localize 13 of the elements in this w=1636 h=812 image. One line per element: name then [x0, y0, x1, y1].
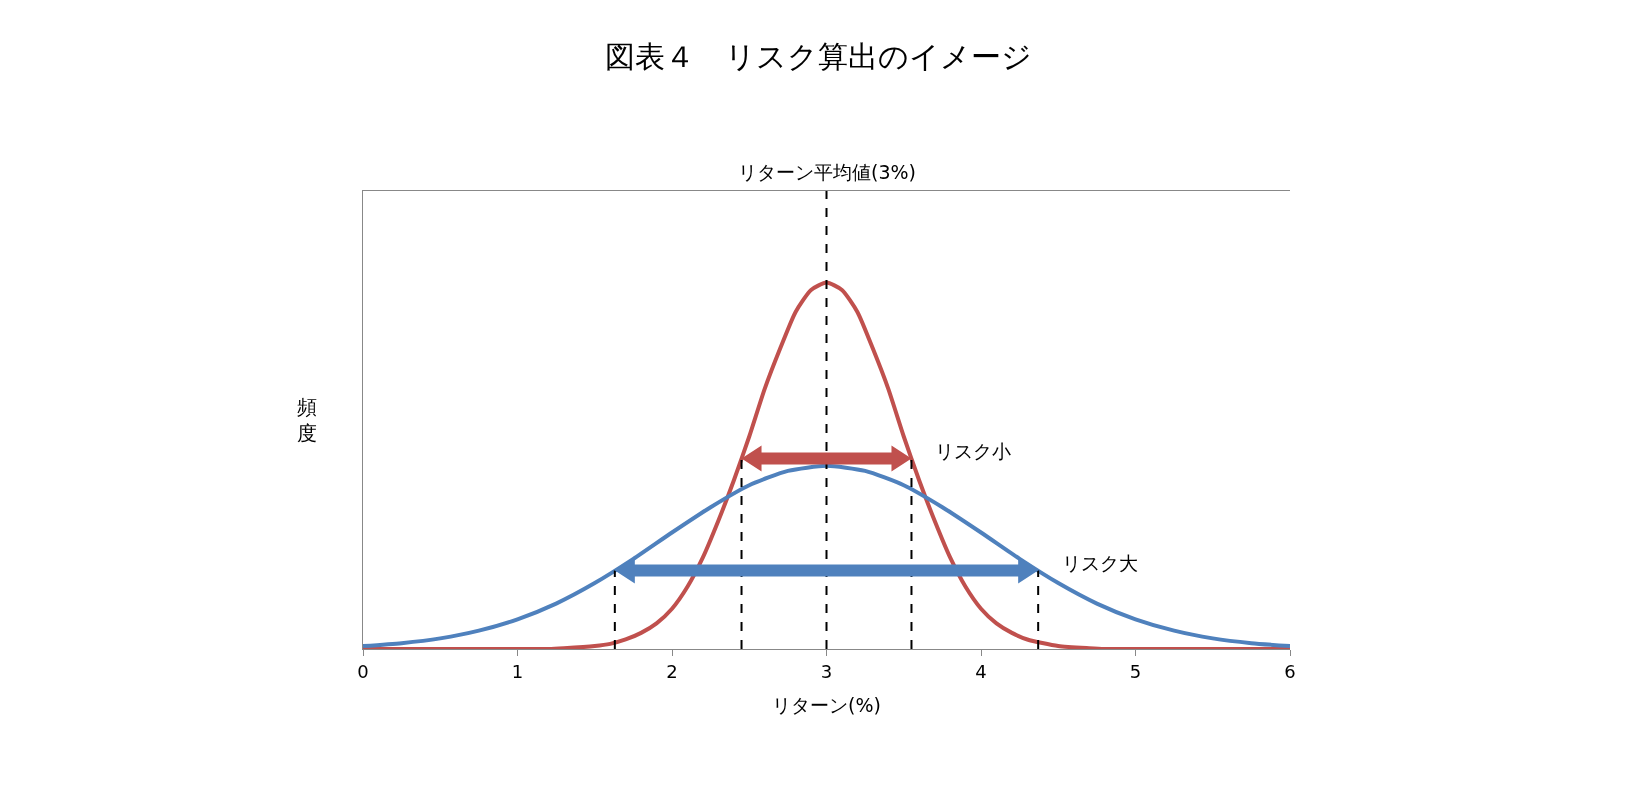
x-axis-title: リターン(%) [772, 694, 881, 717]
y-axis-title: 頻度 [297, 395, 317, 445]
x-tick-label: 3 [820, 660, 833, 682]
ref-line-label: リターン平均値(3%) [738, 161, 916, 183]
x-tick-label: 1 [511, 660, 524, 682]
annotation: リスク小 [935, 440, 1011, 462]
x-tick-label: 4 [975, 660, 987, 682]
x-tick-label: 2 [666, 660, 678, 682]
x-tick-label: 0 [357, 660, 369, 682]
x-tick-label: 6 [1284, 660, 1296, 682]
x-tick-label: 5 [1129, 660, 1142, 682]
annotation: リスク大 [1062, 552, 1138, 574]
chart-title: 図表４ リスク算出のイメージ [604, 39, 1032, 75]
